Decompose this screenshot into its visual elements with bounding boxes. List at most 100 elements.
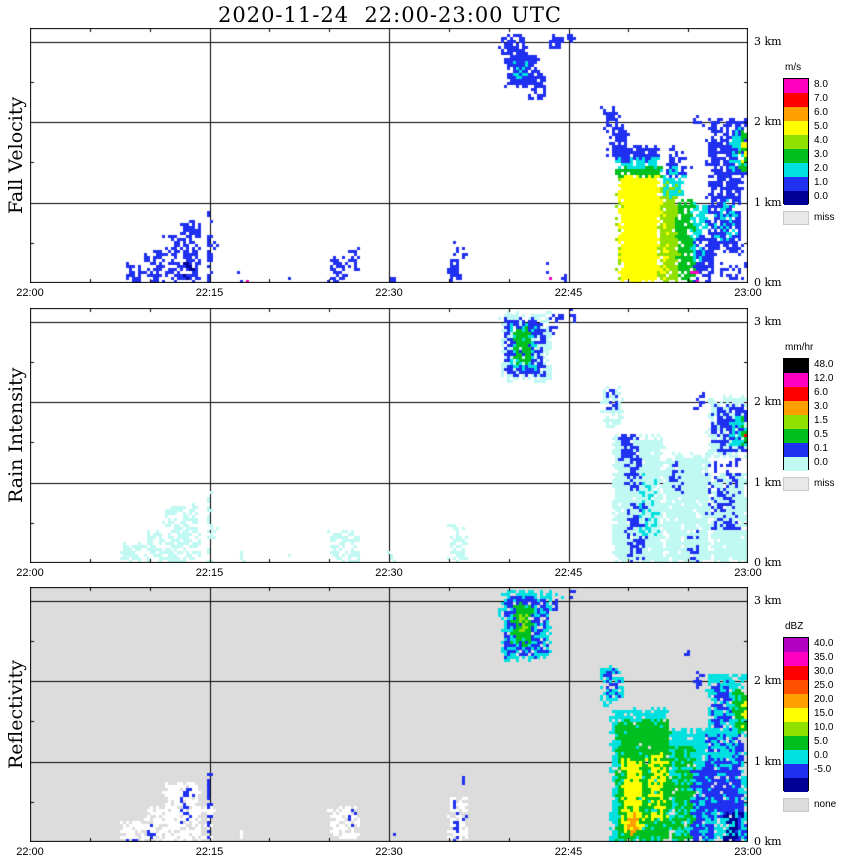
height-tick-label: 1 km [754, 195, 782, 209]
x-tick-label: 22:45 [554, 846, 583, 858]
colorbar-segment [784, 708, 808, 722]
chart-title: 2020-11-24 22:00-23:00 UTC [217, 3, 562, 27]
plot-canvas-reflectivity [30, 587, 748, 842]
colorbar-label: 35.0 [814, 652, 834, 663]
height-tick-label: 3 km [754, 593, 782, 607]
colorbar-segment [784, 736, 808, 750]
height-tick-label: 3 km [754, 34, 782, 48]
colorbar-segment [784, 79, 808, 93]
y-axis-label-rain-intensity: Rain Intensity [5, 367, 27, 504]
colorbar-missing-label: none [814, 799, 837, 810]
colorbar-segment [784, 778, 808, 792]
height-tick-label: 1 km [754, 475, 782, 489]
colorbar-segment [784, 149, 808, 163]
colorbar-fall-velocity [783, 78, 809, 205]
colorbar-label: 30.0 [814, 666, 834, 677]
colorbar-segment [784, 457, 808, 471]
height-tick-label: 3 km [754, 314, 782, 328]
height-tick-label: 0 km [754, 835, 782, 848]
colorbar-label: 0.0 [814, 750, 828, 761]
colorbar-segment [784, 443, 808, 457]
colorbar-label: 4.0 [814, 135, 828, 146]
x-tick-label: 22:15 [195, 846, 224, 858]
x-tick-label: 22:00 [16, 567, 44, 579]
colorbar-label: 8.0 [814, 79, 828, 90]
colorbar-segment [784, 666, 808, 680]
plot-canvas-fall-velocity [30, 28, 748, 283]
colorbar-missing-label: miss [814, 212, 835, 223]
y-axis-label-fall-velocity: Fall Velocity [5, 96, 27, 215]
colorbar-label: 6.0 [814, 107, 828, 118]
colorbar-label: 1.0 [814, 177, 828, 188]
height-tick-label: 2 km [754, 115, 782, 129]
x-tick-label: 22:30 [375, 287, 403, 299]
x-tick-label: 22:30 [375, 567, 403, 579]
colorbar-label: 7.0 [814, 93, 828, 104]
height-tick-label: 0 km [754, 556, 782, 569]
colorbar-segment [784, 429, 808, 443]
colorbar-segment [784, 387, 808, 401]
colorbar-segment [784, 750, 808, 764]
plot-canvas-rain-intensity [30, 308, 748, 563]
colorbar-missing-label: miss [814, 478, 835, 489]
colorbar-label: 6.0 [814, 387, 828, 398]
colorbar-segment [784, 191, 808, 205]
colorbar-segment [784, 121, 808, 135]
colorbar-segment [784, 359, 808, 373]
colorbar-label: 5.0 [814, 736, 828, 747]
height-tick-label: 0 km [754, 276, 782, 289]
x-tick-label: 22:15 [195, 567, 224, 579]
colorbar-segment [784, 177, 808, 191]
colorbar-label: 25.0 [814, 680, 834, 691]
x-tick-label: 23:00 [734, 846, 762, 858]
colorbar-label: 12.0 [814, 373, 834, 384]
x-tick-label: 22:00 [16, 287, 44, 299]
colorbar-segment [784, 638, 808, 652]
colorbar-rain-intensity [783, 358, 809, 471]
colorbar-label: 1.5 [814, 415, 828, 426]
x-tick-label: 22:45 [554, 287, 583, 299]
colorbar-label: 3.0 [814, 401, 828, 412]
height-tick-label: 1 km [754, 754, 782, 768]
colorbar-label: 0.5 [814, 429, 828, 440]
colorbar-title: m/s [785, 62, 802, 73]
colorbar-label: 0.0 [814, 191, 828, 202]
colorbar-label: 10.0 [814, 722, 834, 733]
colorbar-segment [784, 93, 808, 107]
colorbar-segment [784, 163, 808, 177]
height-tick-label: 2 km [754, 674, 782, 688]
colorbar-missing-swatch [783, 798, 809, 812]
colorbar-label: 2.0 [814, 163, 828, 174]
colorbar-reflectivity [783, 637, 809, 792]
colorbar-segment [784, 135, 808, 149]
y-axis-label-reflectivity: Reflectivity [5, 660, 27, 769]
colorbar-label: 15.0 [814, 708, 834, 719]
colorbar-segment [784, 722, 808, 736]
x-tick-label: 22:00 [16, 846, 44, 858]
colorbar-segment [784, 680, 808, 694]
colorbar-title: dBZ [785, 621, 804, 632]
colorbar-label: 48.0 [814, 359, 834, 370]
colorbar-title: mm/hr [785, 342, 814, 353]
colorbar-label: 20.0 [814, 694, 834, 705]
colorbar-label: 40.0 [814, 638, 834, 649]
colorbar-missing-swatch [783, 211, 809, 225]
colorbar-segment [784, 694, 808, 708]
colorbar-missing-swatch [783, 477, 809, 491]
height-tick-label: 2 km [754, 395, 782, 409]
colorbar-segment [784, 401, 808, 415]
colorbar-segment [784, 107, 808, 121]
x-tick-label: 23:00 [734, 287, 762, 299]
colorbar-label: -5.0 [814, 764, 832, 775]
colorbar-label: 3.0 [814, 149, 828, 160]
colorbar-label: 5.0 [814, 121, 828, 132]
colorbar-segment [784, 415, 808, 429]
x-tick-label: 22:30 [375, 846, 403, 858]
colorbar-segment [784, 764, 808, 778]
colorbar-label: 0.0 [814, 457, 828, 468]
colorbar-segment [784, 373, 808, 387]
x-tick-label: 22:15 [195, 287, 224, 299]
x-tick-label: 22:45 [554, 567, 583, 579]
x-tick-label: 23:00 [734, 567, 762, 579]
